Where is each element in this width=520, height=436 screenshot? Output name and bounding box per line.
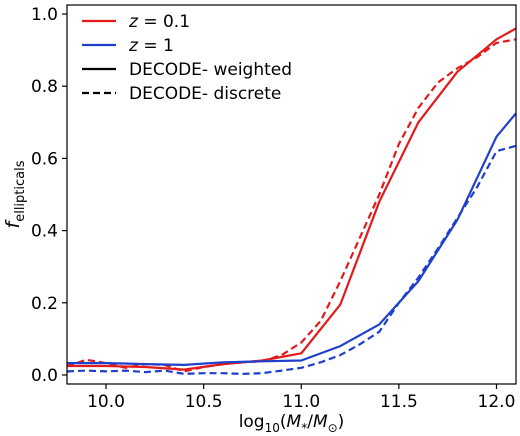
y-tick-label-1: 0.2 (31, 294, 58, 314)
x-label-sub: 10 (265, 421, 280, 435)
legend-label-0: z = 0.1 (128, 12, 190, 32)
y-tick-label-0: 0.0 (31, 366, 58, 386)
axes-layer: 10.0 10.5 11.0 11.5 12.0 0.0 0.2 0.4 0.6 0.8 1.0 lo… (2, 4, 517, 435)
series-line-0 (67, 27, 516, 371)
y-label-f: f (2, 219, 24, 229)
y-tick-label-4: 0.8 (31, 77, 58, 97)
x-label-msun: M (313, 412, 328, 432)
legend-var-1: z (128, 36, 139, 56)
legend-label-1: z = 1 (128, 36, 174, 56)
x-label-slash: / (307, 412, 313, 432)
y-label-sub: ellipticals (13, 160, 28, 222)
x-label-mass: M (287, 412, 302, 432)
y-axis-label: fellipticals (2, 160, 28, 228)
x-tick-label-1: 10.5 (185, 392, 223, 412)
x-axis-label: log10(M*/M⊙) (239, 412, 345, 435)
x-label-odot: ⊙ (328, 421, 338, 435)
y-tick-label-3: 0.6 (31, 149, 58, 169)
x-label-log: log (239, 412, 265, 432)
x-tick-label-3: 11.5 (380, 392, 418, 412)
series-line-1 (67, 38, 516, 373)
plot-frame (66, 4, 517, 385)
y-tick-label-5: 1.0 (31, 5, 58, 25)
legend-label-3: DECODE- discrete (129, 84, 281, 104)
x-tick-label-2: 11.0 (282, 392, 320, 412)
legend-text-3: DECODE- discrete (129, 84, 281, 104)
legend-var-0: z (128, 12, 139, 32)
series-line-2 (67, 112, 516, 366)
x-label-close: ) (338, 412, 345, 432)
legend-label-2: DECODE- weighted (129, 60, 292, 80)
x-tick-label-0: 10.0 (87, 392, 125, 412)
y-axis-label-group: fellipticals (2, 160, 28, 228)
x-label-star: * (301, 421, 307, 435)
y-tick-label-2: 0.4 (31, 222, 58, 242)
legend-text-0: = 0.1 (138, 12, 190, 32)
series-line-3 (67, 144, 516, 375)
legend-text-2: DECODE- weighted (129, 60, 292, 80)
x-tick-label-4: 12.0 (478, 392, 516, 412)
x-label-open: ( (280, 412, 287, 432)
series-layer (67, 27, 516, 375)
legend-text-1: = 1 (138, 36, 174, 56)
